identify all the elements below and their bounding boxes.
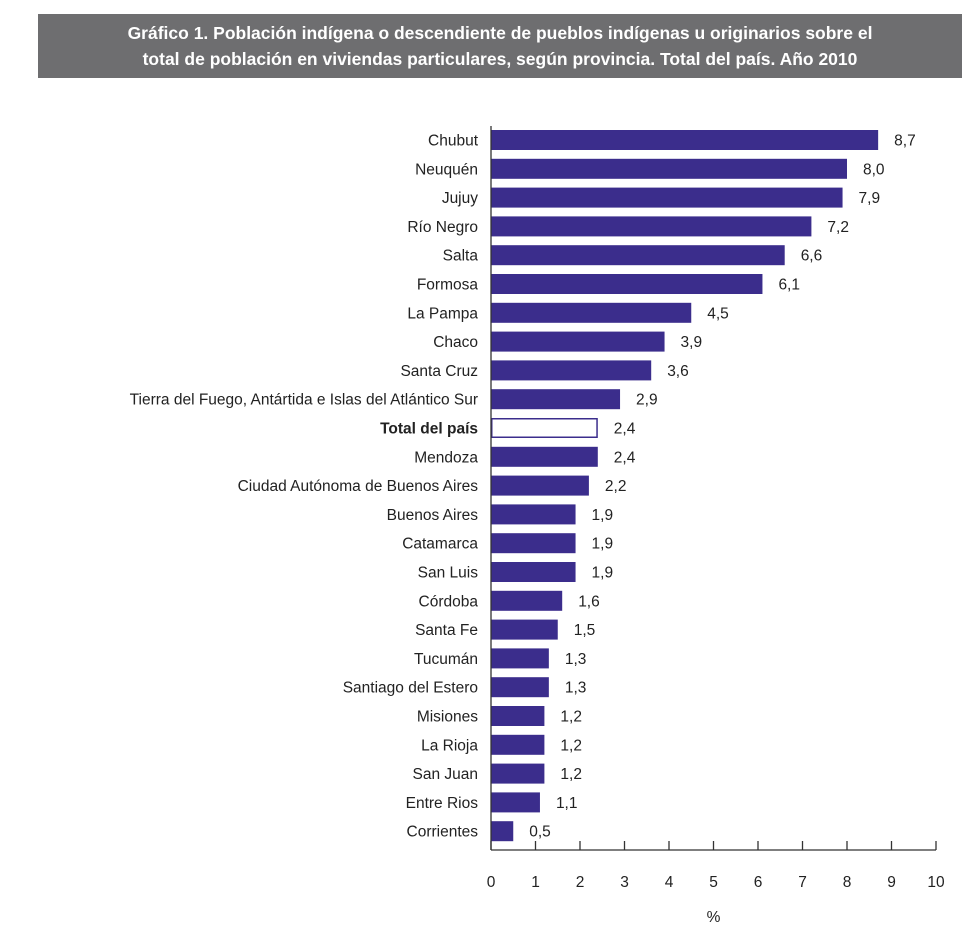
category-label: Entre Rios <box>406 795 479 812</box>
bar <box>491 763 545 784</box>
x-tick-label: 8 <box>843 874 852 891</box>
bar <box>491 533 576 554</box>
value-label: 8,7 <box>894 133 916 150</box>
bar <box>491 187 843 208</box>
bar <box>491 245 785 266</box>
category-label: Mendoza <box>414 449 478 466</box>
value-label: 1,6 <box>578 593 600 610</box>
value-label: 3,9 <box>681 334 703 351</box>
bar <box>491 792 540 813</box>
x-tick-label: 2 <box>576 874 585 891</box>
x-tick-label: 9 <box>887 874 896 891</box>
category-label: La Rioja <box>421 737 478 754</box>
bar <box>491 158 847 179</box>
category-label: Jujuy <box>442 190 478 207</box>
category-label: Total del país <box>380 421 478 438</box>
bar <box>491 504 576 525</box>
x-tick-label: 10 <box>927 874 945 891</box>
bar <box>491 216 812 237</box>
bar <box>491 619 558 640</box>
value-label: 6,1 <box>778 277 800 294</box>
bar <box>491 677 549 698</box>
x-tick-label: 6 <box>754 874 763 891</box>
value-label: 1,3 <box>565 651 587 668</box>
value-label: 1,2 <box>560 709 582 726</box>
value-label: 1,2 <box>560 737 582 754</box>
bar-total <box>491 418 598 438</box>
category-label: Río Negro <box>407 219 478 236</box>
x-tick-label: 7 <box>798 874 807 891</box>
category-label: Buenos Aires <box>387 507 479 524</box>
value-label: 1,9 <box>592 565 614 582</box>
category-label: Santa Cruz <box>400 363 478 380</box>
bar <box>491 389 621 410</box>
category-label: San Luis <box>418 565 479 582</box>
value-label: 1,5 <box>574 622 596 639</box>
value-label: 8,0 <box>863 161 885 178</box>
x-tick-label: 5 <box>709 874 718 891</box>
category-label: Neuquén <box>415 161 478 178</box>
value-label: 2,4 <box>614 421 636 438</box>
bar <box>491 706 545 726</box>
category-label: Chubut <box>428 133 479 150</box>
value-label: 4,5 <box>707 305 729 322</box>
x-tick-label: 3 <box>620 874 629 891</box>
x-tick-label: 1 <box>531 874 540 891</box>
chart-title-banner: Gráfico 1. Población indígena o descendi… <box>38 14 962 78</box>
category-label: Ciudad Autónoma de Buenos Aires <box>238 478 479 495</box>
bar <box>491 475 589 496</box>
x-tick-label: 0 <box>487 874 496 891</box>
x-axis-label: % <box>707 909 721 926</box>
category-label: Tierra del Fuego, Antártida e Islas del … <box>130 392 478 409</box>
category-label: Formosa <box>417 277 479 294</box>
value-label: 2,4 <box>614 449 636 466</box>
value-label: 0,5 <box>529 824 551 841</box>
value-label: 2,2 <box>605 478 627 495</box>
value-label: 1,2 <box>560 766 582 783</box>
category-label: Santa Fe <box>415 622 478 639</box>
bar <box>491 446 598 467</box>
bar <box>491 648 549 669</box>
bar <box>491 302 692 323</box>
x-tick-label: 4 <box>665 874 674 891</box>
value-label: 1,1 <box>556 795 578 812</box>
category-label: Chaco <box>433 334 478 351</box>
bar <box>491 821 514 842</box>
category-label: Salta <box>443 248 479 265</box>
category-label: Córdoba <box>419 593 479 610</box>
value-label: 1,9 <box>592 507 614 524</box>
bar <box>491 734 545 755</box>
value-label: 7,9 <box>859 190 881 207</box>
value-label: 6,6 <box>801 248 823 265</box>
category-label: San Juan <box>413 766 479 783</box>
category-label: La Pampa <box>407 305 478 322</box>
value-label: 3,6 <box>667 363 689 380</box>
chart-title-line-1: Gráfico 1. Población indígena o descendi… <box>127 23 873 43</box>
category-label: Santiago del Estero <box>343 680 478 697</box>
bar <box>491 331 665 352</box>
category-label: Misiones <box>417 709 478 726</box>
value-label: 7,2 <box>827 219 849 236</box>
category-label: Tucumán <box>414 651 478 668</box>
bar <box>491 590 563 611</box>
bar <box>491 562 576 582</box>
value-label: 2,9 <box>636 392 658 409</box>
bar <box>491 274 763 294</box>
bar <box>491 360 652 381</box>
chart-title-line-2: total de población en viviendas particul… <box>142 49 858 69</box>
bar <box>491 130 879 150</box>
value-label: 1,9 <box>592 536 614 553</box>
value-label: 1,3 <box>565 680 587 697</box>
category-label: Catamarca <box>402 536 478 553</box>
category-label: Corrientes <box>407 824 479 841</box>
